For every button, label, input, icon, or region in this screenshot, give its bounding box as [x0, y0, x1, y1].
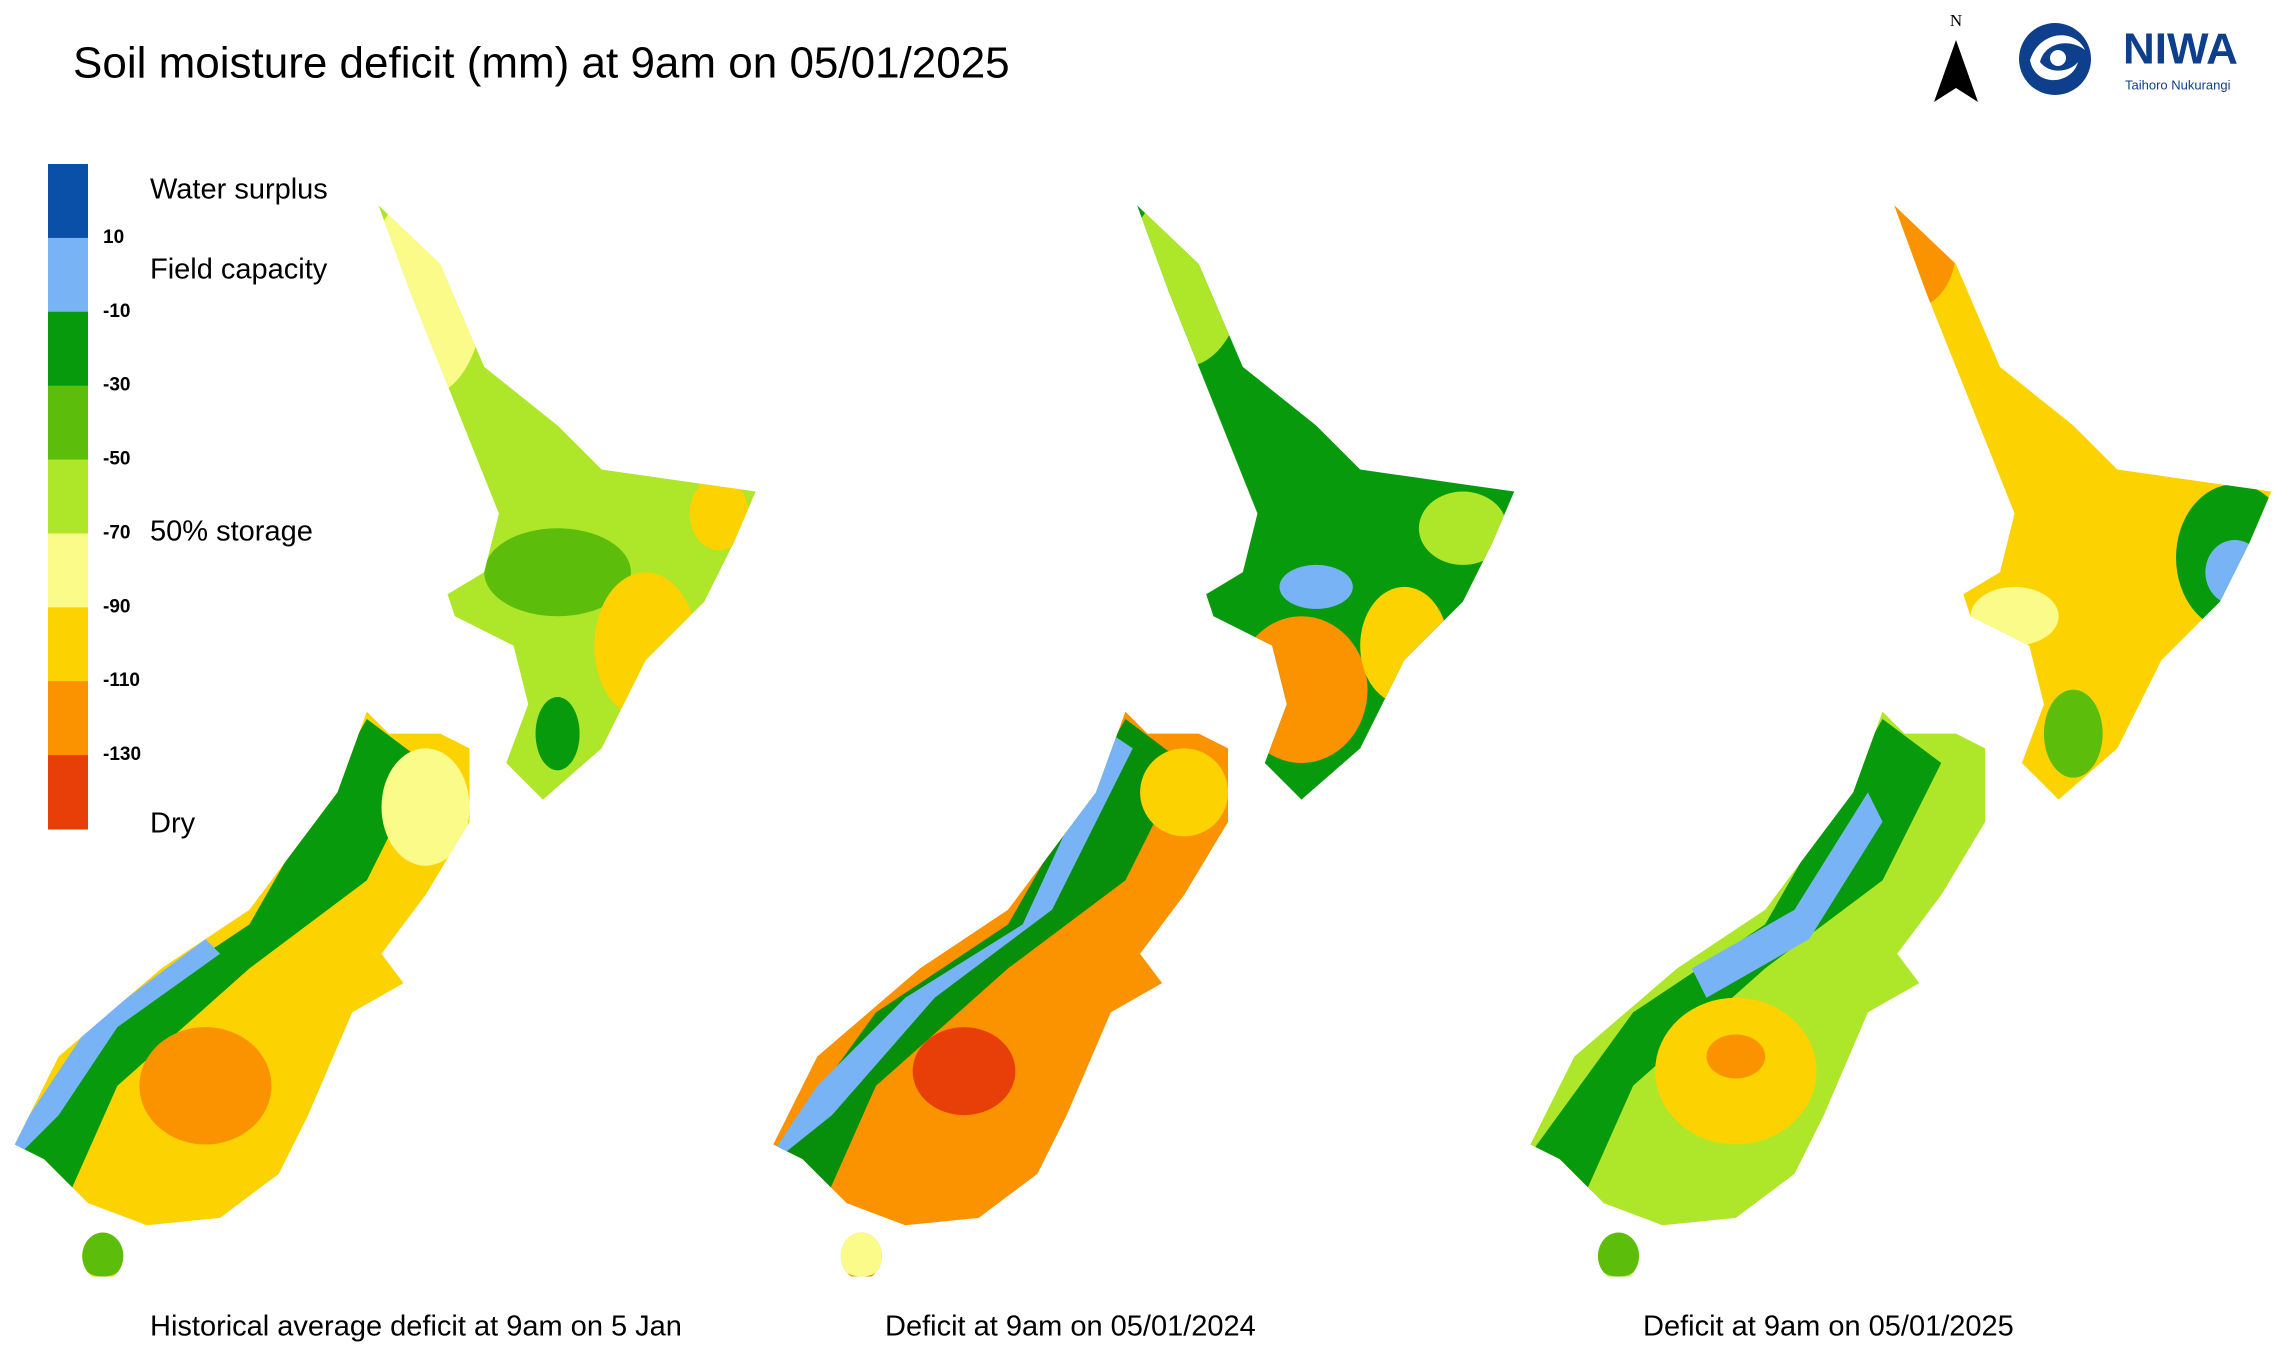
legend-label: Field capacity — [150, 254, 328, 286]
legend-swatch — [48, 164, 88, 239]
legend: 10 -10 -30 -50 -70 -90 -110 -130 — [48, 164, 141, 830]
legend-label: Dry — [150, 808, 196, 840]
map-caption: Historical average deficit at 9am on 5 J… — [150, 1311, 682, 1343]
maps — [14, 205, 2272, 1277]
legend-swatch — [48, 311, 88, 387]
legend-label: 50% storage — [150, 516, 313, 548]
logo-subtitle: Taihoro Nukurangi — [2125, 77, 2231, 92]
legend-tick-label: -10 — [103, 301, 130, 322]
title: Soil moisture deficit (mm) at 9am on 05/… — [73, 39, 1010, 88]
logo: NIWA Taihoro Nukurangi — [2019, 23, 2238, 95]
legend-tick-label: -70 — [103, 522, 130, 543]
north-arrow: N — [1934, 11, 1978, 102]
legend-swatch — [48, 237, 88, 313]
legend-swatch — [48, 755, 88, 830]
map — [773, 205, 1515, 1277]
legend-tick-label: -90 — [103, 596, 130, 617]
legend-swatch — [48, 385, 88, 461]
logo-name: NIWA — [2123, 25, 2238, 74]
legend-tick-label: -110 — [103, 670, 140, 691]
legend-swatch — [48, 607, 88, 682]
legend-tick-label: 10 — [103, 227, 124, 248]
legend-label: Water surplus — [150, 174, 328, 206]
map — [1530, 205, 2272, 1277]
map-caption: Deficit at 9am on 05/01/2025 — [1643, 1311, 2014, 1343]
legend-tick-label: -30 — [103, 375, 130, 396]
legend-swatch — [48, 533, 88, 608]
map-caption: Deficit at 9am on 05/01/2024 — [885, 1311, 1256, 1343]
legend-tick-label: -50 — [103, 449, 130, 470]
legend-tick-label: -130 — [103, 744, 141, 765]
legend-swatch — [48, 459, 88, 534]
legend-swatch — [48, 681, 88, 756]
north-label: N — [1950, 11, 1962, 30]
